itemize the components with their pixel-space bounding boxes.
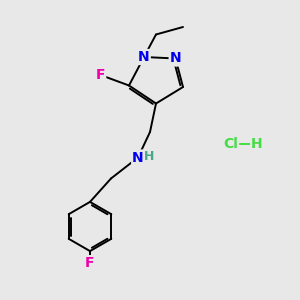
Text: F: F (85, 256, 95, 270)
Text: N: N (170, 52, 181, 65)
Text: Cl: Cl (224, 137, 238, 151)
Text: H: H (251, 137, 262, 151)
Text: N: N (132, 151, 144, 164)
Text: N: N (138, 50, 150, 64)
Text: H: H (144, 150, 154, 164)
Text: F: F (96, 68, 105, 82)
